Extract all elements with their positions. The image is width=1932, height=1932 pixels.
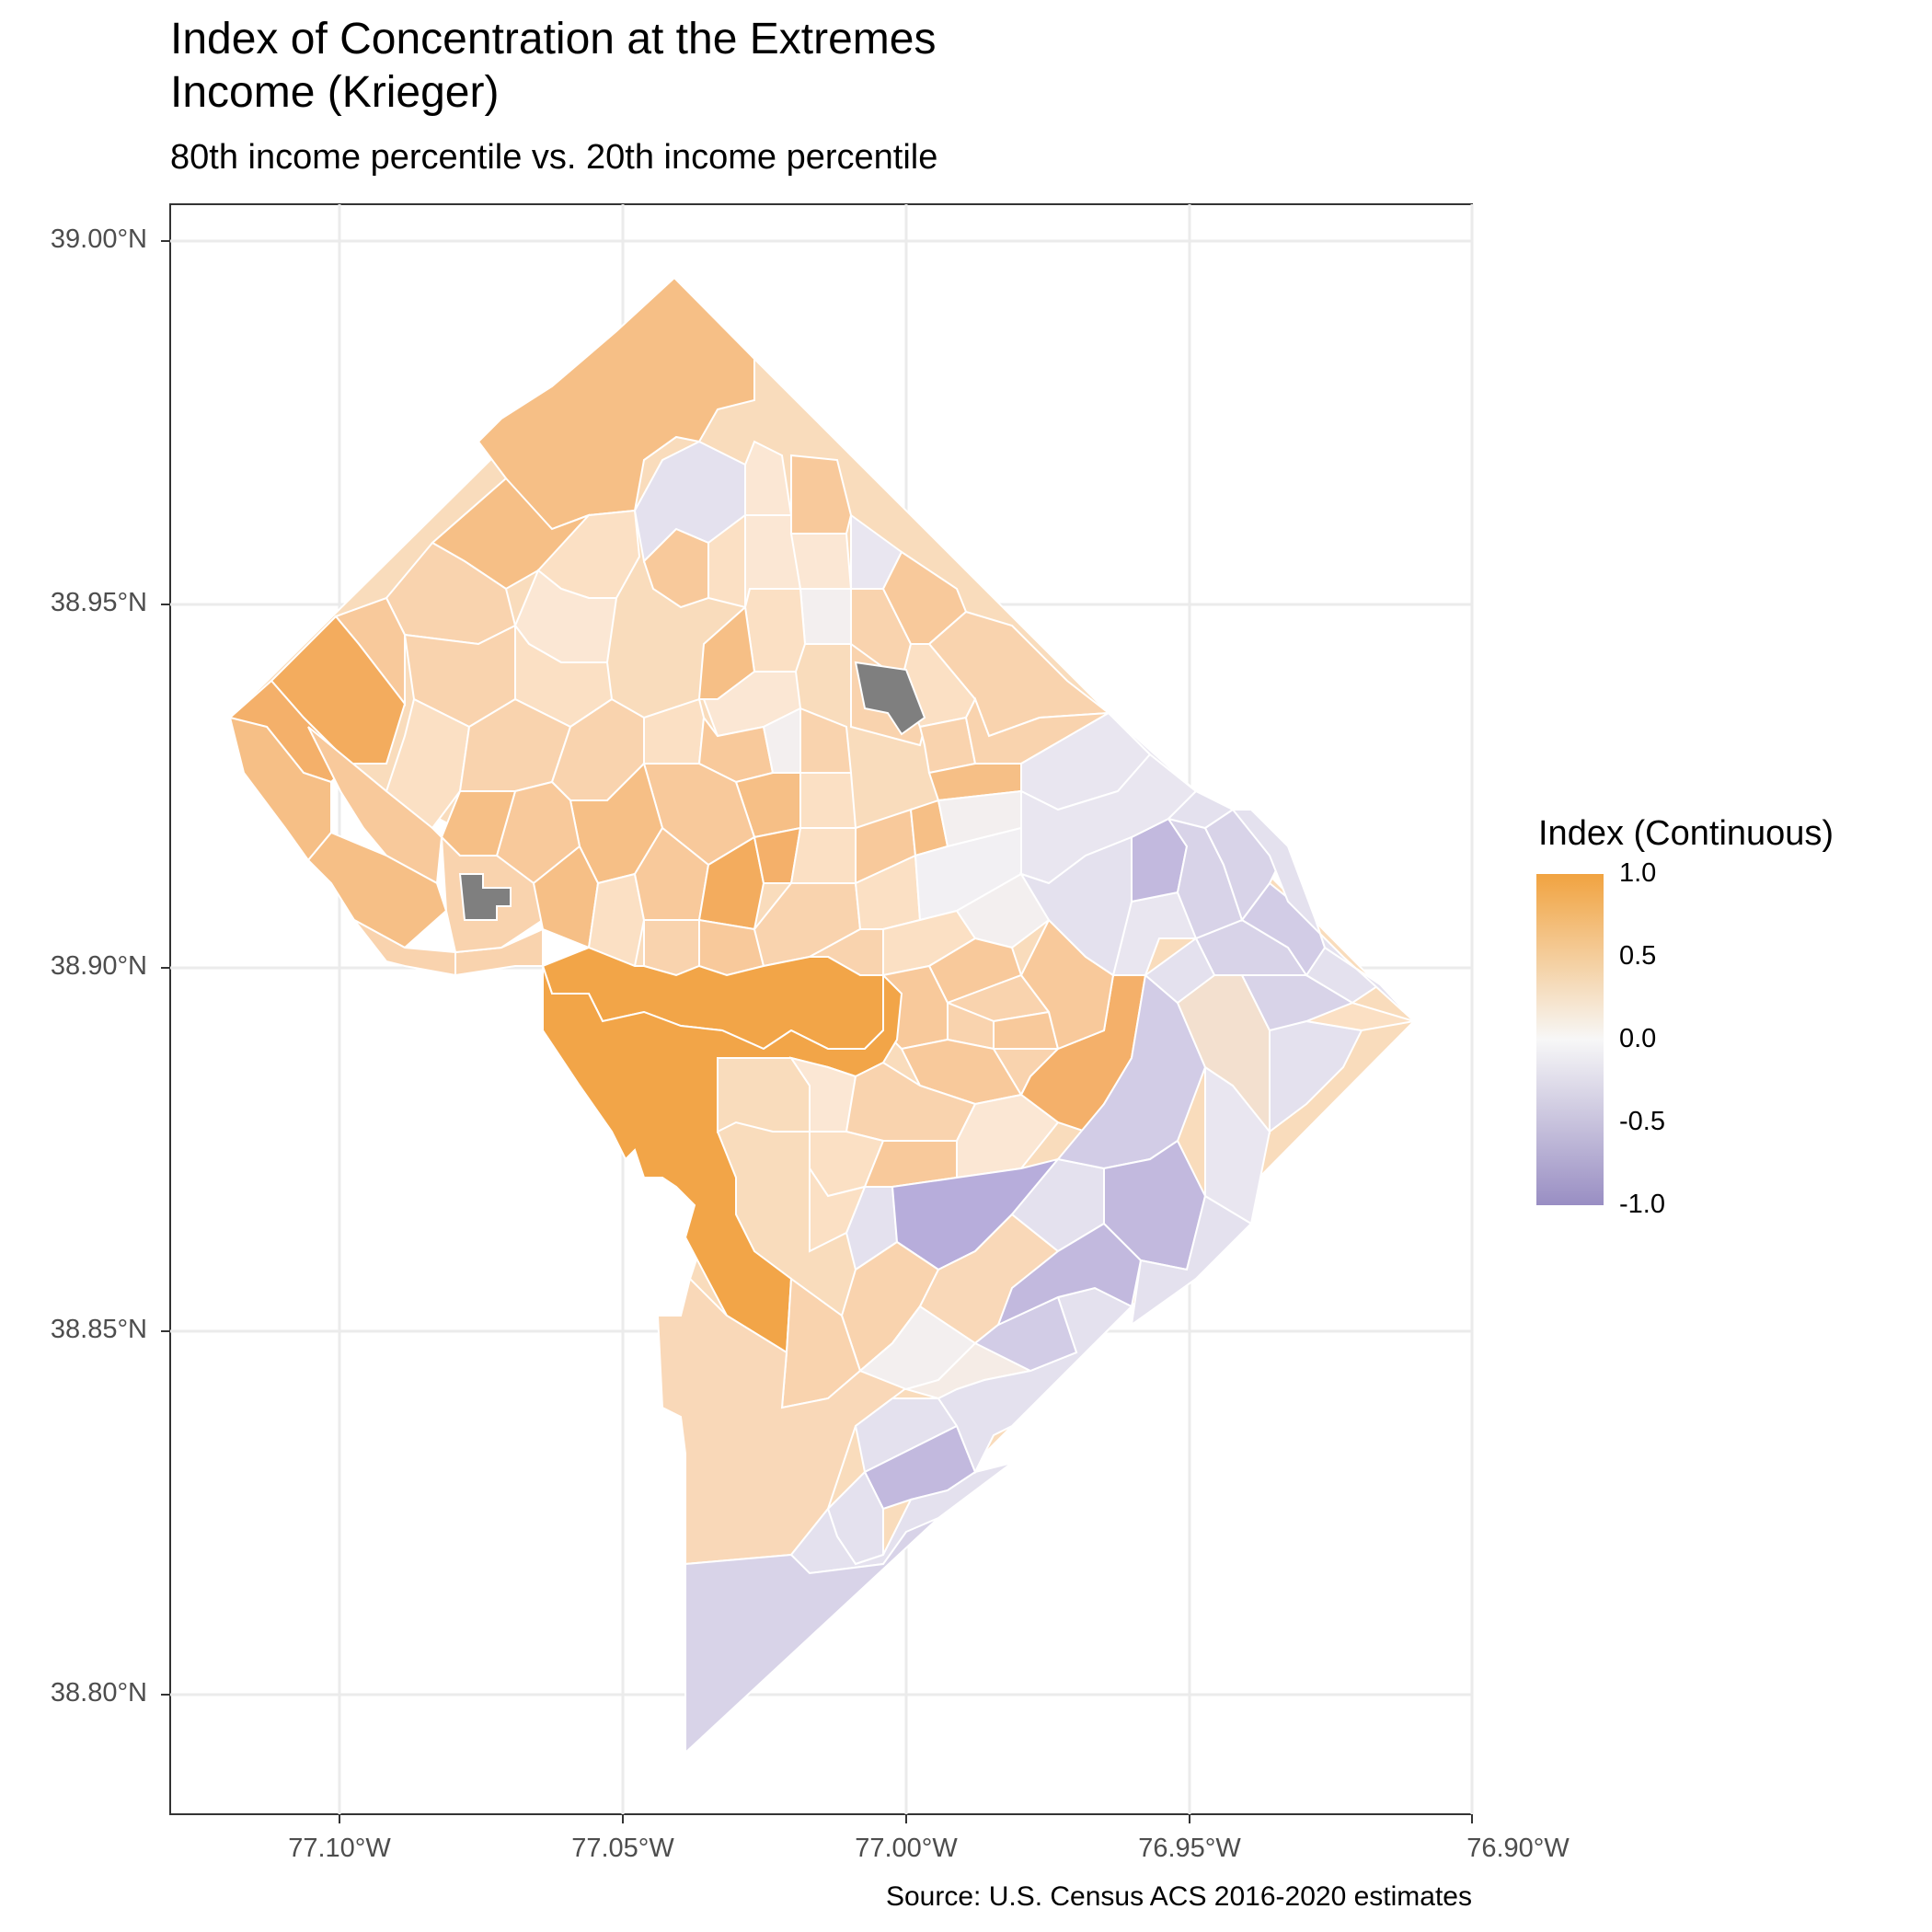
x-tick-label: 77.10°W xyxy=(288,1834,391,1863)
y-tick-label: 38.85°N xyxy=(50,1315,147,1344)
axis-ticks xyxy=(161,240,1473,1823)
legend-tick-label: 0.5 xyxy=(1619,941,1657,971)
y-tick-label: 38.95°N xyxy=(50,588,147,617)
y-tick-label: 38.80°N xyxy=(50,1678,147,1708)
title-line-1: Index of Concentration at the Extremes xyxy=(170,15,937,63)
tract xyxy=(809,1165,867,1253)
tract xyxy=(698,918,765,977)
tract xyxy=(799,588,852,645)
x-tick-label: 77.00°W xyxy=(855,1834,958,1863)
tract xyxy=(973,1295,1078,1373)
tract xyxy=(1144,937,1216,1005)
chart-subtitle: 80th income percentile vs. 20th income p… xyxy=(170,138,938,177)
tract xyxy=(790,454,853,535)
y-tick-label: 39.00°N xyxy=(50,224,147,254)
x-tick-label: 76.90°W xyxy=(1466,1834,1570,1863)
tract xyxy=(789,827,857,884)
legend-tick-label: -0.5 xyxy=(1619,1107,1665,1136)
tract xyxy=(955,872,1051,949)
chart-title: Index of Concentration at the Extremes I… xyxy=(170,13,936,120)
na-tract xyxy=(458,873,512,921)
x-tick-label: 77.05°W xyxy=(571,1834,674,1863)
tract xyxy=(1108,712,1197,792)
title-line-2: Income (Krieger) xyxy=(170,68,500,117)
source-caption: Source: U.S. Census ACS 2016-2020 estima… xyxy=(885,1881,1472,1912)
tract xyxy=(643,919,700,977)
tract xyxy=(587,872,646,968)
tract xyxy=(799,772,857,829)
tract xyxy=(684,1517,939,1755)
tract xyxy=(789,533,853,590)
legend-tick-label: 1.0 xyxy=(1619,858,1657,888)
tract xyxy=(1167,789,1235,830)
y-tick-label: 38.90°N xyxy=(50,951,147,981)
legend-title: Index (Continuous) xyxy=(1538,814,1834,853)
tract xyxy=(1230,809,1415,1022)
legend-tick-label: 0.0 xyxy=(1619,1024,1657,1053)
tract xyxy=(1018,835,1133,977)
na-tract xyxy=(854,661,926,736)
tract xyxy=(717,1057,811,1133)
tract xyxy=(744,440,793,516)
legend-tick-label: -1.0 xyxy=(1619,1190,1665,1219)
census-tracts xyxy=(227,276,1415,1755)
tract xyxy=(743,588,807,673)
x-tick-label: 76.95°W xyxy=(1138,1834,1241,1863)
legend-colorbar xyxy=(1536,874,1604,1205)
tract xyxy=(1020,753,1198,885)
